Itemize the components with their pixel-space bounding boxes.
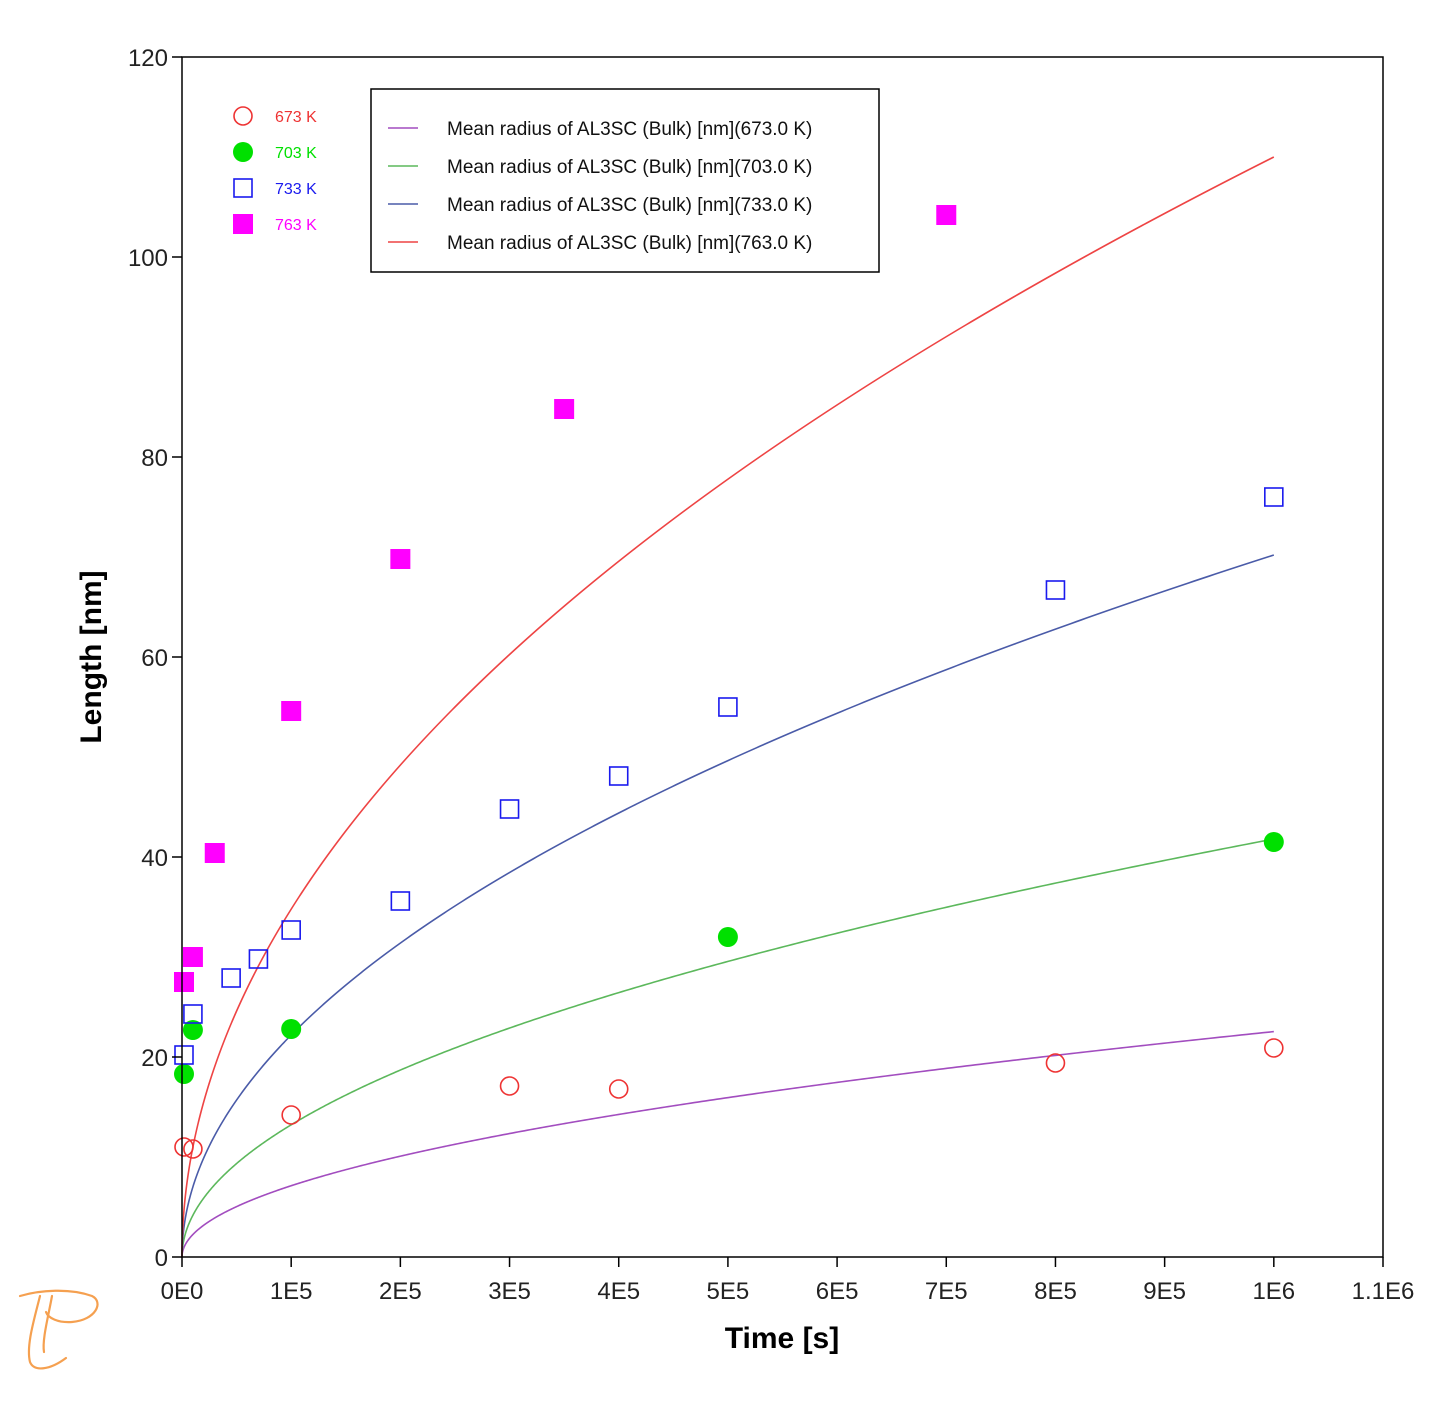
y-tick-label: 100 — [128, 245, 168, 272]
x-tick-label: 6E5 — [816, 1278, 859, 1305]
model-curves — [181, 156, 1275, 1258]
data-point-open-square — [390, 891, 411, 911]
data-point-filled-square — [281, 701, 302, 721]
y-tick-label: 120 — [128, 45, 168, 72]
x-tick-label: 8E5 — [1034, 1278, 1077, 1305]
data-point-open-circle — [608, 1079, 629, 1099]
marker-legend: 673 K 703 K 733 K 763 K — [233, 106, 317, 234]
data-point-open-square — [248, 949, 269, 969]
x-tick-label: 0E0 — [161, 1278, 204, 1305]
marker-legend-symbol — [233, 142, 253, 162]
marker-legend-symbol — [233, 106, 253, 126]
line-legend-box — [370, 88, 880, 273]
data-point-open-square — [1264, 487, 1284, 507]
data-point-open-square — [1045, 580, 1066, 600]
x-tick-label: 1E5 — [270, 1278, 313, 1305]
x-tick-label: 5E5 — [707, 1278, 750, 1305]
axes: 0E0 1E5 2E5 3E5 4E5 5E5 6E5 7E5 8E5 9E5 1E6 1.1E6 0 2… — [128, 45, 1414, 1305]
y-tick-label: 60 — [141, 645, 168, 672]
x-tick-label: 9E5 — [1143, 1278, 1186, 1305]
data-point-open-circle — [1045, 1053, 1066, 1073]
data-point-filled-circle — [174, 1064, 194, 1084]
data-point-filled-circle — [281, 1019, 302, 1039]
data-point-open-circle — [281, 1105, 301, 1125]
data-point-open-circle — [183, 1139, 203, 1159]
x-tick-label: 2E5 — [379, 1278, 422, 1305]
x-tick-label: 3E5 — [488, 1278, 531, 1305]
data-point-filled-square — [182, 947, 203, 967]
data-point-open-square — [718, 697, 738, 717]
data-point-filled-square — [390, 549, 411, 569]
x-tick-label: 1E6 — [1252, 1278, 1295, 1305]
data-point-open-circle — [174, 1137, 194, 1157]
y-tick-label: 20 — [141, 1045, 168, 1072]
data-markers — [174, 205, 1284, 1159]
data-point-filled-circle — [717, 927, 738, 947]
data-point-open-square — [183, 1004, 203, 1024]
data-point-filled-square — [174, 972, 194, 992]
marker-legend-symbol — [233, 178, 253, 198]
curve-2 — [181, 554, 1275, 1258]
line-legend-label: Mean radius of AL3SC (Bulk) [nm](733.0 K… — [447, 195, 812, 216]
logo-icon — [18, 1289, 99, 1370]
data-point-filled-circle — [182, 1020, 203, 1040]
curve-0 — [181, 1030, 1274, 1258]
y-tick-label: 40 — [141, 845, 168, 872]
data-point-open-square — [608, 766, 629, 786]
x-tick-label: 4E5 — [597, 1278, 640, 1305]
y-axis-title: Length [nm] — [75, 570, 108, 743]
data-point-filled-square — [936, 205, 957, 225]
data-point-filled-square — [554, 399, 575, 419]
y-tick-label: 80 — [141, 445, 168, 472]
marker-legend-symbol — [233, 214, 253, 234]
data-point-open-square — [281, 920, 301, 940]
marker-legend-label: 733 K — [275, 181, 317, 198]
line-legend: Mean radius of AL3SC (Bulk) [nm](673.0 K… — [370, 88, 880, 273]
marker-legend-label: 763 K — [275, 217, 317, 234]
data-point-open-square — [221, 968, 241, 988]
marker-legend-label: 673 K — [275, 109, 317, 126]
data-point-filled-circle — [1263, 832, 1284, 852]
x-tick-label: 1.1E6 — [1352, 1278, 1415, 1305]
curve-1 — [181, 838, 1274, 1258]
data-point-filled-square — [204, 843, 225, 863]
data-point-open-square — [174, 1045, 194, 1065]
marker-legend-label: 703 K — [275, 145, 317, 162]
data-point-open-circle — [1264, 1038, 1284, 1058]
line-legend-label: Mean radius of AL3SC (Bulk) [nm](703.0 K… — [447, 157, 812, 178]
curve-3 — [181, 156, 1275, 1258]
x-axis-title: Time [s] — [725, 1322, 839, 1355]
y-tick-label: 0 — [155, 1245, 168, 1272]
data-point-open-square — [499, 799, 520, 819]
line-legend-label: Mean radius of AL3SC (Bulk) [nm](673.0 K… — [447, 119, 812, 140]
data-point-open-circle — [499, 1076, 520, 1096]
line-legend-label: Mean radius of AL3SC (Bulk) [nm](763.0 K… — [447, 233, 812, 254]
x-tick-label: 7E5 — [925, 1278, 968, 1305]
